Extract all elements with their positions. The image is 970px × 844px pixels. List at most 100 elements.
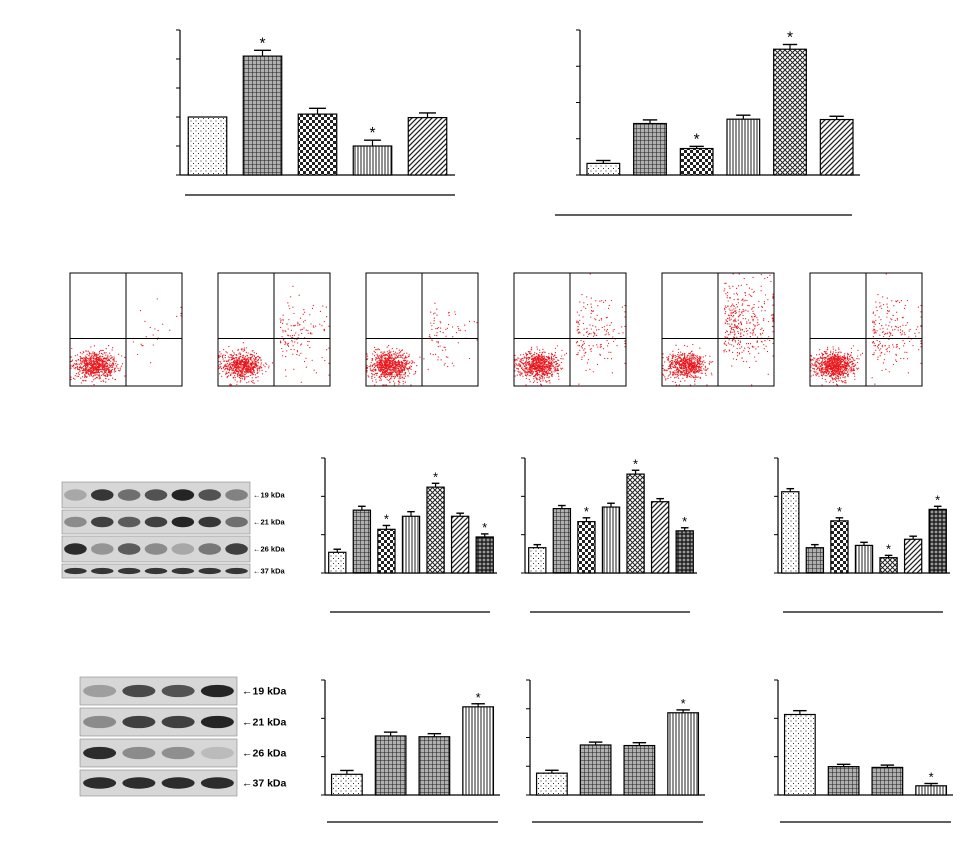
event-dot (549, 376, 550, 377)
event-dot (307, 345, 308, 346)
event-dot (591, 313, 592, 314)
event-dot (231, 355, 232, 356)
event-dot (250, 354, 251, 355)
event-dot (248, 376, 249, 377)
event-dot (386, 363, 387, 364)
event-dot (681, 364, 682, 365)
event-dot (696, 369, 697, 370)
event-dot (243, 342, 244, 343)
event-dot (695, 364, 696, 365)
event-dot (423, 358, 424, 359)
event-dot (294, 341, 295, 342)
event-dot (83, 357, 84, 358)
event-dot (684, 373, 685, 374)
event-dot (243, 355, 244, 356)
event-dot (307, 330, 308, 331)
flow-plot (70, 273, 182, 386)
event-dot (690, 384, 691, 385)
event-dot (400, 355, 401, 356)
event-dot (548, 371, 549, 372)
event-dot (242, 378, 243, 379)
event-dot (535, 358, 536, 359)
event-dot (113, 364, 114, 365)
event-dot (232, 350, 233, 351)
event-dot (457, 326, 458, 327)
event-dot (596, 329, 597, 330)
event-dot (282, 330, 283, 331)
event-dot (683, 368, 684, 369)
event-dot (398, 361, 399, 362)
event-dot (116, 366, 117, 367)
event-dot (109, 353, 110, 354)
event-dot (247, 355, 248, 356)
event-dot (109, 371, 110, 372)
event-dot (732, 340, 733, 341)
event-dot (392, 348, 393, 349)
event-dot (844, 371, 845, 372)
event-dot (523, 354, 524, 355)
event-dot (388, 362, 389, 363)
event-dot (688, 373, 689, 374)
event-dot (229, 357, 230, 358)
event-dot (753, 332, 754, 333)
event-dot (535, 356, 536, 357)
event-dot (544, 360, 545, 361)
event-dot (677, 371, 678, 372)
event-dot (230, 365, 231, 366)
event-dot (231, 384, 232, 385)
event-dot (757, 337, 758, 338)
event-dot (393, 376, 394, 377)
event-dot (680, 381, 681, 382)
event-dot (545, 352, 546, 353)
event-dot (684, 366, 685, 367)
event-dot (101, 353, 102, 354)
event-dot (723, 290, 724, 291)
event-dot (603, 348, 604, 349)
event-dot (691, 351, 692, 352)
bar (855, 545, 872, 573)
flow-plot (514, 273, 626, 386)
event-dot (689, 353, 690, 354)
event-dot (534, 369, 535, 370)
event-dot (669, 361, 670, 362)
event-dot (389, 381, 390, 382)
event-dot (393, 365, 394, 366)
event-dot (104, 352, 105, 353)
event-dot (231, 364, 232, 365)
event-dot (287, 345, 288, 346)
event-dot (548, 362, 549, 363)
event-dot (234, 353, 235, 354)
event-dot (687, 364, 688, 365)
event-dot (75, 375, 76, 376)
event-dot (692, 368, 693, 369)
event-dot (724, 344, 725, 345)
event-dot (239, 352, 240, 353)
event-dot (542, 356, 543, 357)
event-dot (400, 368, 401, 369)
event-dot (686, 375, 687, 376)
event-dot (280, 320, 281, 321)
bar (624, 746, 655, 795)
event-dot (665, 379, 666, 380)
event-dot (251, 372, 252, 373)
event-dot (377, 358, 378, 359)
event-dot (514, 366, 515, 367)
event-dot (238, 358, 239, 359)
event-dot (76, 376, 77, 377)
event-dot (726, 351, 727, 352)
event-dot (752, 307, 753, 308)
event-dot (724, 288, 725, 289)
event-dot (681, 371, 682, 372)
event-dot (683, 366, 684, 367)
event-dot (88, 373, 89, 374)
event-dot (284, 341, 285, 342)
event-dot (86, 361, 87, 362)
event-dot (597, 305, 598, 306)
event-dot (760, 329, 761, 330)
event-dot (405, 360, 406, 361)
event-dot (667, 378, 668, 379)
event-dot (753, 319, 754, 320)
event-dot (608, 332, 609, 333)
event-dot (689, 355, 690, 356)
significance-marker: * (682, 514, 687, 529)
